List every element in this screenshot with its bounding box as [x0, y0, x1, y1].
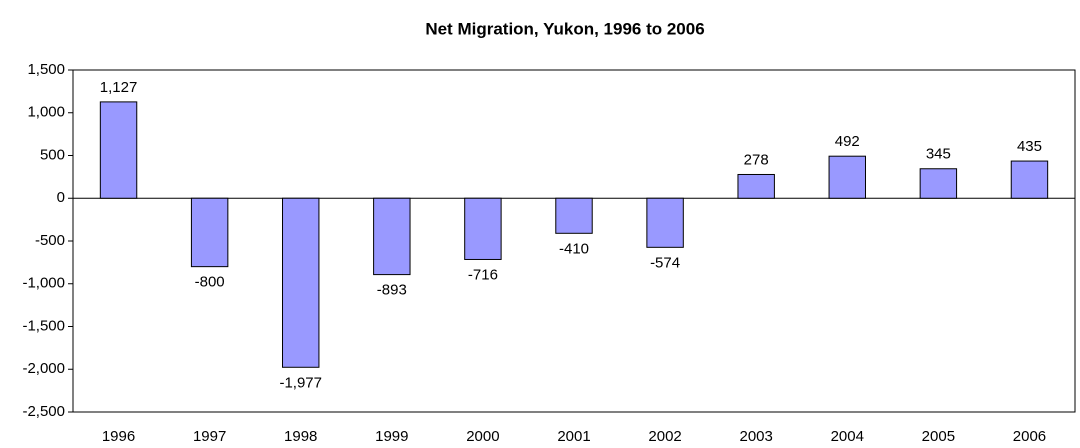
y-tick-label: 1,000 — [27, 104, 65, 121]
bar — [373, 197, 411, 276]
y-tick-label: -1,000 — [22, 275, 65, 292]
x-tick-label: 2001 — [557, 428, 590, 445]
data-label: -800 — [195, 274, 225, 291]
bar — [555, 197, 593, 234]
data-label: -574 — [650, 254, 680, 271]
y-tick-label: -2,000 — [22, 360, 65, 377]
x-tick-label: 1997 — [193, 428, 226, 445]
bar — [919, 168, 958, 199]
y-tick-label: -1,500 — [22, 317, 65, 334]
x-tick-label: 1996 — [102, 428, 135, 445]
bar — [737, 173, 775, 199]
x-tick-label: 2003 — [739, 428, 772, 445]
data-label: 435 — [1017, 138, 1042, 155]
y-tick-label: 0 — [57, 189, 65, 206]
bar — [1010, 160, 1049, 199]
bar — [464, 197, 502, 260]
data-label: -1,977 — [279, 374, 322, 391]
y-tick-label: -500 — [35, 232, 65, 249]
data-label: 345 — [926, 146, 951, 163]
y-tick-label: 1,500 — [27, 61, 65, 78]
data-label: -410 — [559, 240, 589, 257]
x-tick-label: 2005 — [922, 428, 955, 445]
data-label: -893 — [377, 282, 407, 299]
x-tick-label: 2006 — [1013, 428, 1046, 445]
bar — [282, 197, 320, 368]
bar — [190, 197, 229, 268]
x-tick-label: 2002 — [648, 428, 681, 445]
chart-title: Net Migration, Yukon, 1996 to 2006 — [425, 19, 704, 38]
y-tick-label: -2,500 — [22, 403, 65, 420]
bar — [646, 197, 684, 248]
data-label: 1,127 — [100, 79, 138, 96]
x-tick-label: 1999 — [375, 428, 408, 445]
x-tick-label: 2004 — [831, 428, 864, 445]
x-tick-label: 2000 — [466, 428, 499, 445]
data-label: -716 — [468, 266, 498, 283]
x-tick-label: 1998 — [284, 428, 317, 445]
bar — [828, 155, 866, 199]
y-tick-label: 500 — [40, 146, 65, 163]
bar — [99, 101, 138, 199]
data-label: 492 — [835, 133, 860, 150]
data-label: 278 — [744, 151, 769, 168]
